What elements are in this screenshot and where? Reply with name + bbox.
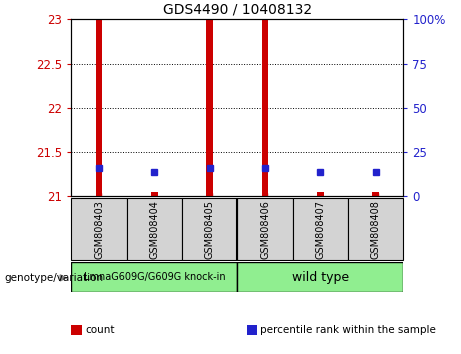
Bar [372, 192, 379, 196]
Bar [182, 198, 237, 260]
Text: GSM808408: GSM808408 [371, 200, 381, 259]
Text: GSM808405: GSM808405 [205, 200, 215, 259]
Bar [151, 192, 158, 196]
Text: genotype/variation: genotype/variation [5, 273, 104, 283]
Bar [71, 198, 127, 260]
Bar [71, 262, 237, 292]
Bar [262, 19, 268, 196]
Text: GSM808404: GSM808404 [149, 200, 160, 259]
Text: GSM808407: GSM808407 [315, 200, 325, 259]
Bar [237, 198, 293, 260]
Bar [348, 198, 403, 260]
Text: wild type: wild type [292, 270, 349, 284]
Text: percentile rank within the sample: percentile rank within the sample [260, 325, 437, 335]
Title: GDS4490 / 10408132: GDS4490 / 10408132 [163, 3, 312, 17]
Bar [317, 192, 324, 196]
Bar [293, 198, 348, 260]
Bar [96, 19, 102, 196]
Text: GSM808406: GSM808406 [260, 200, 270, 259]
Bar [127, 198, 182, 260]
Bar [237, 262, 403, 292]
Bar [207, 19, 213, 196]
Text: LmnaG609G/G609G knock-in: LmnaG609G/G609G knock-in [83, 272, 225, 282]
Text: count: count [85, 325, 115, 335]
Text: GSM808403: GSM808403 [94, 200, 104, 259]
